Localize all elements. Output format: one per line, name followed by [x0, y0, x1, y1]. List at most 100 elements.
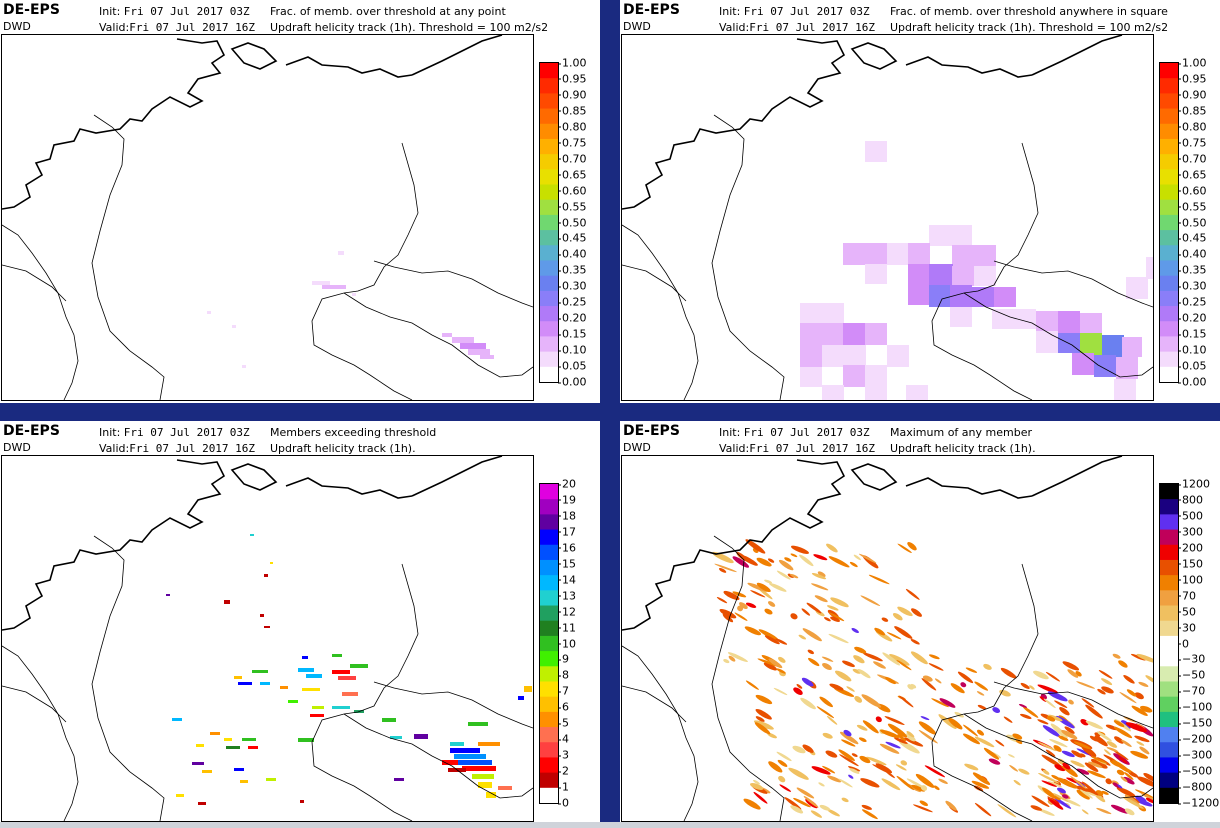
helicity-streak: [862, 652, 883, 662]
helicity-streak: [784, 797, 802, 810]
helicity-streak: [756, 582, 771, 593]
helicity-streak: [839, 754, 859, 767]
probability-field: [207, 251, 494, 368]
helicity-streak: [1081, 781, 1099, 796]
colorbar-swatch: [540, 214, 558, 231]
helicity-streak: [915, 773, 935, 788]
panel-header: DE-EPS DWD Init: Fri 07 Jul 2017 03Z Val…: [0, 0, 600, 34]
helicity-streak: [1090, 756, 1108, 764]
field-description: Frac. of memb. over threshold anywhere i…: [890, 5, 1168, 18]
colorbar-tick-label: 0.85: [558, 104, 587, 118]
map-area[interactable]: [1, 455, 534, 822]
helicity-streak: [1081, 809, 1089, 815]
helicity-streak: [1058, 735, 1069, 741]
colorbar-tick-label: 0.30: [558, 279, 587, 293]
helicity-streak: [889, 654, 910, 666]
panel-frac-in-square: DE-EPS DWD Init: Fri 07 Jul 2017 03Z Val…: [620, 0, 1220, 403]
colorbar-swatch: [1160, 529, 1178, 546]
helicity-streak: [881, 617, 889, 622]
helicity-streak: [866, 756, 887, 766]
colorbar-tick-label: 0.70: [1178, 152, 1207, 166]
helicity-streak: [800, 697, 816, 710]
colorbar-tick-label: 70: [1178, 589, 1196, 603]
org-label: DWD: [623, 441, 651, 454]
helicity-streak: [755, 694, 773, 705]
helicity-streak: [928, 654, 940, 660]
helicity-streak: [1018, 703, 1028, 708]
map-area[interactable]: [621, 34, 1154, 401]
helicity-streak: [811, 572, 827, 580]
map-area[interactable]: [621, 455, 1154, 822]
helicity-streak: [999, 689, 1011, 697]
helicity-streak: [745, 539, 766, 554]
helicity-streak: [872, 764, 890, 774]
helicity-streak: [755, 708, 772, 720]
helicity-streak: [1085, 791, 1097, 797]
helicity-streak: [1020, 682, 1030, 689]
helicity-streak: [938, 778, 948, 784]
colorbar-tick-label: 30: [1178, 621, 1196, 635]
helicity-streak: [838, 778, 853, 788]
colorbar-swatch: [1160, 635, 1178, 652]
helicity-streak: [899, 695, 914, 708]
colorbar-swatch: [540, 620, 558, 637]
helicity-streak: [1091, 758, 1108, 769]
helicity-streak: [875, 763, 893, 774]
colorbar-swatch: [1160, 590, 1178, 607]
helicity-streak: [796, 787, 815, 799]
helicity-streak: [860, 778, 880, 788]
colorbar-tick-label: 0.40: [558, 247, 587, 261]
helicity-streak: [861, 809, 878, 820]
helicity-streak: [739, 602, 748, 610]
helicity-streak: [1130, 750, 1149, 759]
colorbar-tick-label: 6: [558, 700, 569, 714]
helicity-streak: [754, 722, 771, 735]
helicity-streak: [846, 686, 855, 692]
colorbar-tick-label: 0.60: [558, 184, 587, 198]
colorbar-tick-label: 0.80: [558, 120, 587, 134]
helicity-streak: [753, 791, 768, 804]
helicity-streak: [963, 733, 980, 745]
helicity-streak: [789, 573, 799, 579]
helicity-streak: [862, 720, 879, 734]
helicity-streak: [1122, 796, 1144, 809]
colorbar-swatch: [540, 306, 558, 322]
helicity-streak: [1041, 754, 1062, 767]
helicity-streak: [950, 683, 965, 694]
helicity-streak: [744, 626, 762, 636]
colorbar-tick-label: 0.55: [558, 200, 587, 214]
helicity-streak: [779, 784, 792, 792]
colorbar-tick-label: 14: [558, 573, 576, 587]
colorbar-swatch: [1160, 681, 1178, 698]
colorbar-tick-label: 500: [1178, 509, 1203, 523]
helicity-streak: [1145, 797, 1153, 804]
map-canvas: [2, 35, 533, 400]
helicity-streak: [894, 737, 908, 744]
helicity-streak: [849, 768, 860, 774]
helicity-streak: [895, 764, 907, 771]
helicity-streak: [957, 671, 974, 684]
helicity-streak: [1030, 805, 1043, 811]
org-label: DWD: [3, 441, 31, 454]
helicity-streak: [778, 559, 794, 571]
helicity-streak: [857, 668, 871, 679]
colorbar-tick-label: 0.45: [558, 231, 587, 245]
helicity-streak: [858, 737, 867, 743]
colorbar-swatch: [1160, 230, 1178, 246]
colorbar-tick-label: 0.05: [1178, 359, 1207, 373]
helicity-streak: [1054, 700, 1068, 708]
helicity-streak: [911, 608, 922, 617]
colorbar-swatches: [540, 63, 558, 382]
helicity-streak: [1105, 778, 1112, 785]
map-area[interactable]: [1, 34, 534, 401]
helicity-streak: [1037, 741, 1057, 752]
helicity-streak: [830, 597, 849, 608]
colorbar-swatch: [1160, 108, 1178, 125]
helicity-streak: [728, 655, 736, 662]
helicity-streak: [828, 612, 845, 622]
valid-time: Valid:Fri 07 Jul 2017 16Z: [719, 442, 876, 455]
colorbar-ticks: 1.00 0.95 0.90 0.85 0.80 0.75 0.70 0.65 0.60 0.55…: [1178, 57, 1220, 389]
helicity-streak: [806, 602, 822, 614]
helicity-streak: [1126, 689, 1137, 697]
colorbar-swatch: [540, 154, 558, 170]
